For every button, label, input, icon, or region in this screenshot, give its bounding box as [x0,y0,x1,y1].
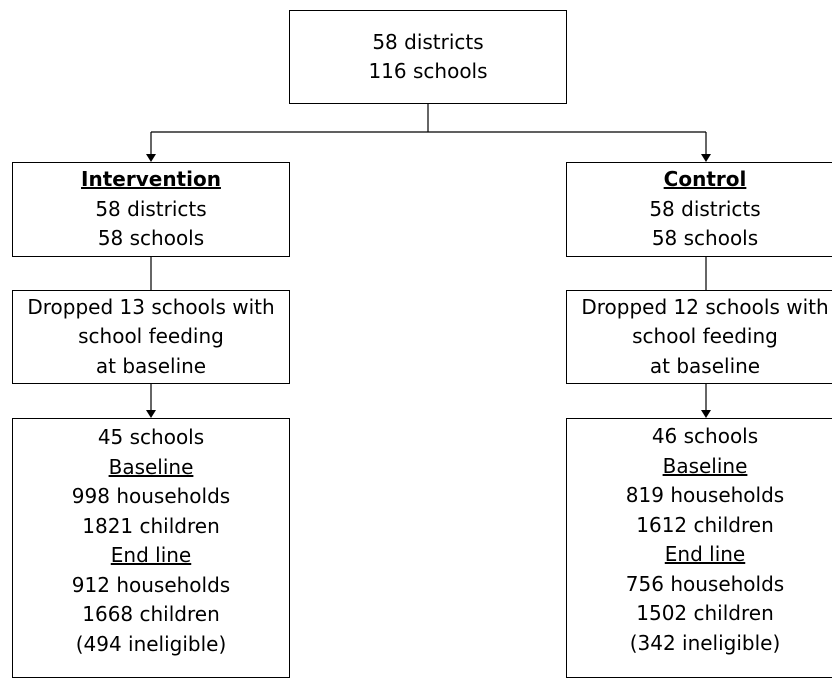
intervention-box: Intervention 58 districts 58 schools [12,162,290,257]
intervention-dropped-line-1: Dropped 13 schools with [27,294,275,319]
control-dropped-line-2: school feeding [632,324,778,349]
intervention-header: Intervention [81,167,221,192]
intervention-endline-children: 1668 children [82,602,220,626]
intervention-ineligible: (494 ineligible) [75,631,227,656]
control-result-box: 46 schools Baseline 819 households 1612 … [566,418,832,678]
intervention-dropped-box: Dropped 13 schools with school feeding a… [12,290,290,384]
arrowhead-right-group [701,154,711,162]
control-header: Control [663,167,747,192]
control-dropped-line-1: Dropped 12 schools with [581,294,829,319]
control-result-schools: 46 schools [651,424,759,448]
control-ineligible: (342 ineligible) [629,630,781,655]
control-districts: 58 districts [649,196,761,221]
arrowhead-right-result [701,410,711,418]
control-dropped-line-3: at baseline [649,353,761,378]
intervention-result-box: 45 schools Baseline 998 households 1821 … [12,418,290,678]
control-dropped-box: Dropped 12 schools with school feeding a… [566,290,832,384]
control-baseline-label: Baseline [662,453,748,478]
intervention-dropped-line-3: at baseline [95,353,207,378]
arrowhead-left-group [146,154,156,162]
arrowhead-left-result [146,410,156,418]
intervention-dropped-line-2: school feeding [78,324,224,349]
top-box: 58 districts 116 schools [289,10,567,104]
intervention-baseline-label: Baseline [108,454,194,479]
intervention-baseline-children: 1821 children [82,513,220,538]
control-box: Control 58 districts 58 schools [566,162,832,257]
top-districts: 58 districts [372,29,484,54]
control-endline-children: 1502 children [636,601,774,625]
control-endline-households: 756 households [625,571,785,596]
control-baseline-households: 819 households [625,483,785,507]
intervention-endline-households: 912 households [71,572,231,597]
intervention-schools: 58 schools [97,226,205,251]
intervention-result-schools: 45 schools [97,425,205,449]
intervention-endline-label: End line [110,543,192,567]
connector-lines [146,104,711,418]
top-schools: 116 schools [368,59,488,83]
intervention-baseline-households: 998 households [71,484,231,508]
control-endline-label: End line [664,542,746,566]
intervention-districts: 58 districts [95,196,207,221]
control-baseline-children: 1612 children [636,512,774,537]
control-schools: 58 schools [651,226,759,251]
